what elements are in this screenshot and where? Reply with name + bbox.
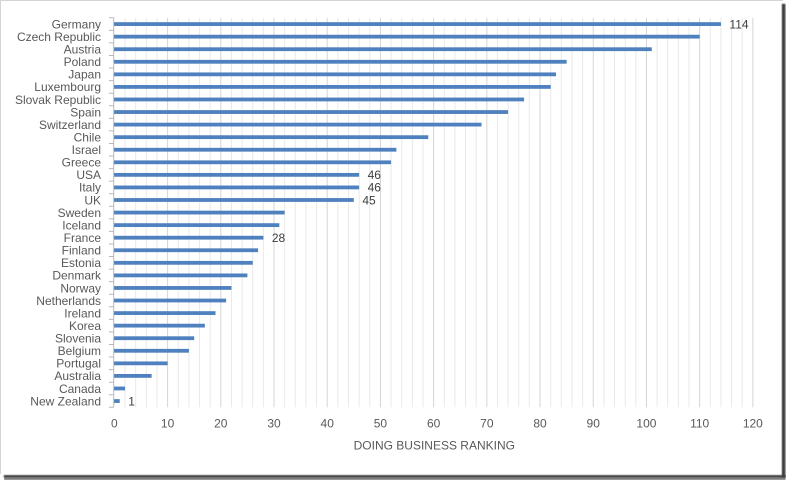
svg-text:Finland: Finland: [62, 244, 101, 258]
svg-text:Switzerland: Switzerland: [39, 118, 101, 132]
svg-text:Sweden: Sweden: [58, 206, 101, 220]
svg-text:60: 60: [427, 417, 441, 431]
svg-text:Ireland: Ireland: [64, 306, 101, 320]
svg-text:Portugal: Portugal: [56, 357, 101, 371]
svg-text:Italy: Italy: [79, 181, 101, 195]
svg-text:Chile: Chile: [74, 130, 102, 144]
svg-text:Poland: Poland: [64, 55, 101, 69]
svg-text:114: 114: [729, 17, 748, 31]
svg-text:10: 10: [161, 417, 175, 431]
svg-text:46: 46: [368, 181, 382, 195]
svg-text:Norway: Norway: [60, 281, 101, 295]
svg-text:Estonia: Estonia: [61, 256, 101, 270]
svg-text:Canada: Canada: [59, 382, 101, 396]
svg-text:70: 70: [480, 417, 494, 431]
svg-text:Netherlands: Netherlands: [36, 294, 101, 308]
svg-text:Germany: Germany: [52, 17, 101, 31]
svg-text:Spain: Spain: [70, 105, 101, 119]
svg-text:Iceland: Iceland: [62, 218, 101, 232]
svg-text:Greece: Greece: [62, 156, 102, 170]
svg-text:90: 90: [587, 417, 601, 431]
svg-text:France: France: [64, 231, 102, 245]
svg-text:28: 28: [272, 231, 286, 245]
svg-text:20: 20: [214, 417, 228, 431]
svg-text:120: 120: [743, 417, 763, 431]
svg-text:New Zealand: New Zealand: [30, 394, 101, 408]
svg-text:UK: UK: [84, 193, 101, 207]
svg-text:80: 80: [533, 417, 547, 431]
svg-text:Slovak Republic: Slovak Republic: [15, 93, 101, 107]
svg-text:DOING BUSINESS RANKING: DOING BUSINESS RANKING: [354, 438, 515, 452]
svg-text:45: 45: [362, 193, 376, 207]
svg-text:Israel: Israel: [72, 143, 101, 157]
svg-text:Denmark: Denmark: [52, 269, 102, 283]
svg-text:Czech Republic: Czech Republic: [17, 30, 101, 44]
svg-text:Austria: Austria: [64, 43, 102, 57]
svg-text:46: 46: [368, 168, 382, 182]
svg-text:Korea: Korea: [69, 319, 101, 333]
svg-text:50: 50: [374, 417, 388, 431]
svg-text:110: 110: [690, 417, 709, 431]
svg-text:Luxembourg: Luxembourg: [34, 80, 101, 94]
svg-text:0: 0: [111, 417, 118, 431]
svg-text:Australia: Australia: [54, 369, 101, 383]
svg-text:100: 100: [636, 417, 656, 431]
svg-text:Slovenia: Slovenia: [55, 332, 101, 346]
svg-text:40: 40: [321, 417, 335, 431]
svg-text:Belgium: Belgium: [58, 344, 101, 358]
svg-text:30: 30: [267, 417, 281, 431]
svg-text:Japan: Japan: [68, 68, 101, 82]
svg-text:1: 1: [128, 394, 135, 408]
svg-text:USA: USA: [76, 168, 101, 182]
